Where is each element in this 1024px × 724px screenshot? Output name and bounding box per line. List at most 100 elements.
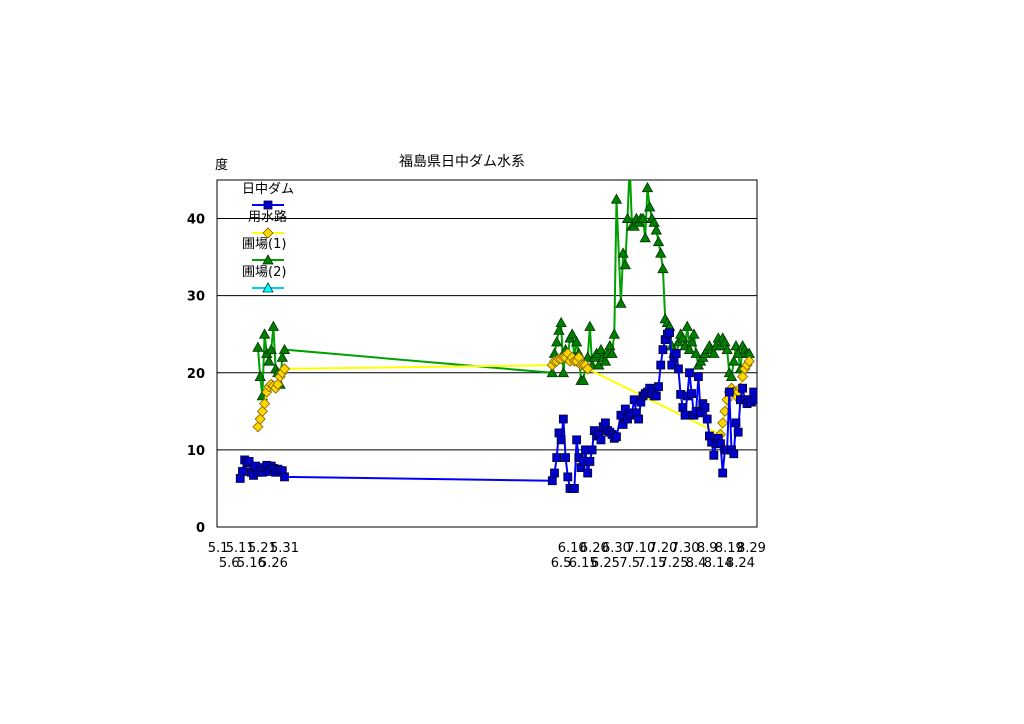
- data-point: [278, 343, 291, 355]
- data-point: [612, 432, 621, 442]
- data-point: [693, 372, 703, 382]
- data-point: [570, 336, 583, 347]
- x-tick-label: 8.24: [726, 556, 755, 571]
- x-tick-label: 5.11: [226, 541, 255, 556]
- y-axis-label: 度: [215, 157, 228, 173]
- data-point: [577, 374, 589, 385]
- x-tick-label: 6.10: [558, 541, 587, 556]
- data-point: [546, 366, 558, 378]
- data-point: [619, 258, 631, 270]
- data-point: [652, 235, 665, 247]
- data-point: [259, 398, 271, 410]
- data-point: [680, 410, 690, 420]
- x-tick-label: 7.10: [626, 541, 655, 556]
- data-point: [606, 347, 618, 358]
- data-point: [743, 355, 755, 367]
- data-point: [615, 297, 627, 308]
- x-tick-label: 8.14: [704, 556, 733, 571]
- x-tick-label: 6.20: [580, 541, 609, 556]
- data-point: [708, 347, 720, 358]
- data-point: [641, 181, 654, 193]
- data-point: [650, 224, 662, 235]
- x-tick-label: 7.15: [637, 556, 666, 571]
- x-tick-label: 5.1: [208, 541, 229, 556]
- plot-frame: [216, 179, 758, 528]
- data-point: [582, 363, 594, 375]
- data-point: [244, 457, 254, 466]
- x-tick-label: 7.30: [671, 541, 700, 556]
- x-tick-label: 8.4: [686, 556, 707, 571]
- data-point: [547, 476, 557, 486]
- data-point: [719, 336, 731, 347]
- x-tick-label: 6.25: [591, 556, 620, 571]
- data-point: [721, 343, 733, 355]
- data-point: [585, 457, 595, 466]
- data-point: [558, 414, 568, 424]
- data-point: [258, 328, 271, 339]
- data-point: [634, 414, 643, 424]
- data-point: [686, 336, 698, 347]
- data-point: [566, 328, 578, 339]
- data-point: [749, 387, 757, 397]
- x-tick-label: 5.21: [248, 541, 277, 556]
- data-point: [587, 445, 597, 455]
- data-point: [738, 383, 748, 393]
- data-point: [688, 328, 700, 339]
- data-point: [599, 355, 612, 366]
- data-point: [550, 468, 559, 478]
- data-point: [690, 347, 702, 358]
- x-tick-label: 8.19: [715, 541, 744, 556]
- data-point: [563, 472, 573, 482]
- data-point: [238, 467, 247, 476]
- legend-item: 用水路: [248, 209, 287, 239]
- y-tick-label: 10: [187, 444, 205, 459]
- x-tick-label: 7.20: [648, 541, 677, 556]
- data-point: [618, 420, 628, 429]
- data-point: [656, 360, 666, 370]
- data-point: [717, 417, 729, 429]
- data-point: [702, 414, 712, 424]
- x-tick-label: 7.5: [619, 556, 640, 571]
- data-point: [648, 216, 660, 227]
- y-tick-label: 20: [187, 367, 205, 382]
- data-point: [654, 382, 663, 392]
- data-point: [725, 370, 738, 382]
- data-point: [651, 391, 661, 401]
- legend-item: 日中ダム: [242, 182, 294, 210]
- data-point: [731, 418, 741, 428]
- data-point: [716, 439, 725, 449]
- data-point: [555, 316, 567, 328]
- data-point: [700, 403, 710, 412]
- data-point: [278, 363, 291, 375]
- data-point: [678, 403, 688, 412]
- data-point: [551, 336, 563, 347]
- data-point: [685, 368, 694, 378]
- data-point: [265, 343, 277, 355]
- data-point: [621, 212, 634, 223]
- data-point: [718, 468, 728, 478]
- series-layer: [235, 160, 757, 493]
- data-point: [729, 449, 739, 459]
- legend-label: 日中ダム: [242, 182, 294, 197]
- x-tick-label: 6.5: [551, 556, 572, 571]
- data-point: [639, 232, 651, 243]
- data-point: [610, 193, 623, 204]
- data-point: [252, 341, 264, 352]
- x-tick-label: 5.6: [219, 556, 240, 571]
- data-point: [601, 418, 610, 428]
- data-point: [728, 355, 740, 366]
- x-tick-label: 7.25: [660, 556, 689, 571]
- x-tick-label: 6.30: [602, 541, 631, 556]
- x-tick-label: 8.9: [697, 541, 718, 556]
- data-point: [557, 366, 570, 378]
- data-point: [625, 160, 635, 169]
- data-point: [254, 370, 266, 382]
- legend-item: 圃場(2): [242, 265, 286, 293]
- data-point: [572, 435, 582, 445]
- legend-item: 圃場(1): [242, 237, 286, 265]
- data-point: [561, 453, 570, 463]
- data-point: [570, 484, 579, 493]
- data-point: [658, 345, 668, 355]
- legend-marker: [262, 227, 274, 239]
